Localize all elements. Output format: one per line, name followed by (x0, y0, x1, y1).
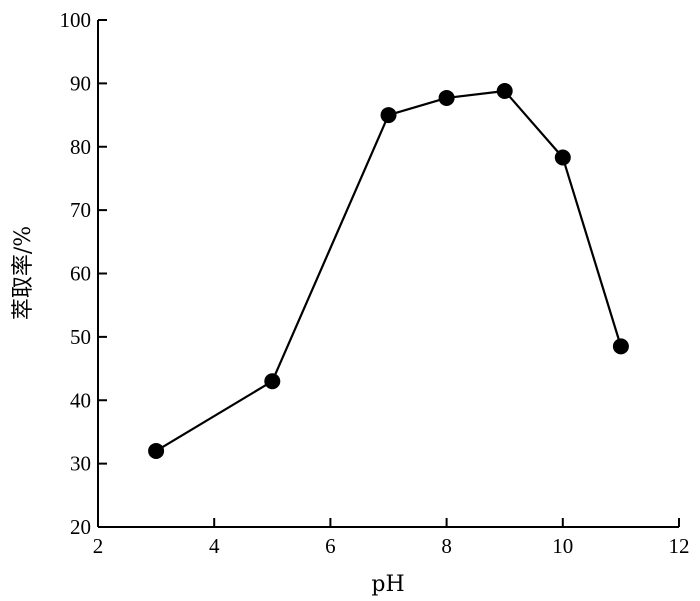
y-ticks: 20 30 40 50 60 70 80 90 100 (60, 8, 107, 539)
x-ticks: 2 4 6 8 10 12 (93, 518, 690, 558)
x-tick-label: 10 (552, 534, 573, 558)
axes (97, 20, 679, 528)
x-axis-label: pH (371, 572, 404, 597)
data-point (438, 89, 455, 106)
y-tick-label: 50 (70, 325, 91, 349)
y-tick-label: 100 (60, 8, 92, 32)
x-tick-label: 6 (325, 534, 336, 558)
x-tick-label: 2 (93, 534, 104, 558)
x-tick-label: 4 (209, 534, 220, 558)
y-tick-label: 40 (70, 388, 91, 412)
series-line (155, 89, 622, 452)
data-point (380, 107, 397, 124)
data-point (148, 442, 165, 459)
y-tick-label: 20 (70, 515, 91, 539)
y-axis-label: 萃取率/% (11, 226, 36, 320)
data-point (496, 82, 513, 99)
y-tick-label: 30 (70, 452, 91, 476)
data-point (612, 338, 629, 355)
y-tick-label: 90 (70, 71, 91, 95)
data-point (554, 149, 571, 166)
x-tick-label: 12 (669, 534, 690, 558)
series (148, 82, 629, 459)
y-tick-label: 70 (70, 198, 91, 222)
data-point (264, 373, 281, 390)
y-tick-label: 80 (70, 135, 91, 159)
x-tick-label: 8 (441, 534, 452, 558)
y-tick-label: 60 (70, 262, 91, 286)
